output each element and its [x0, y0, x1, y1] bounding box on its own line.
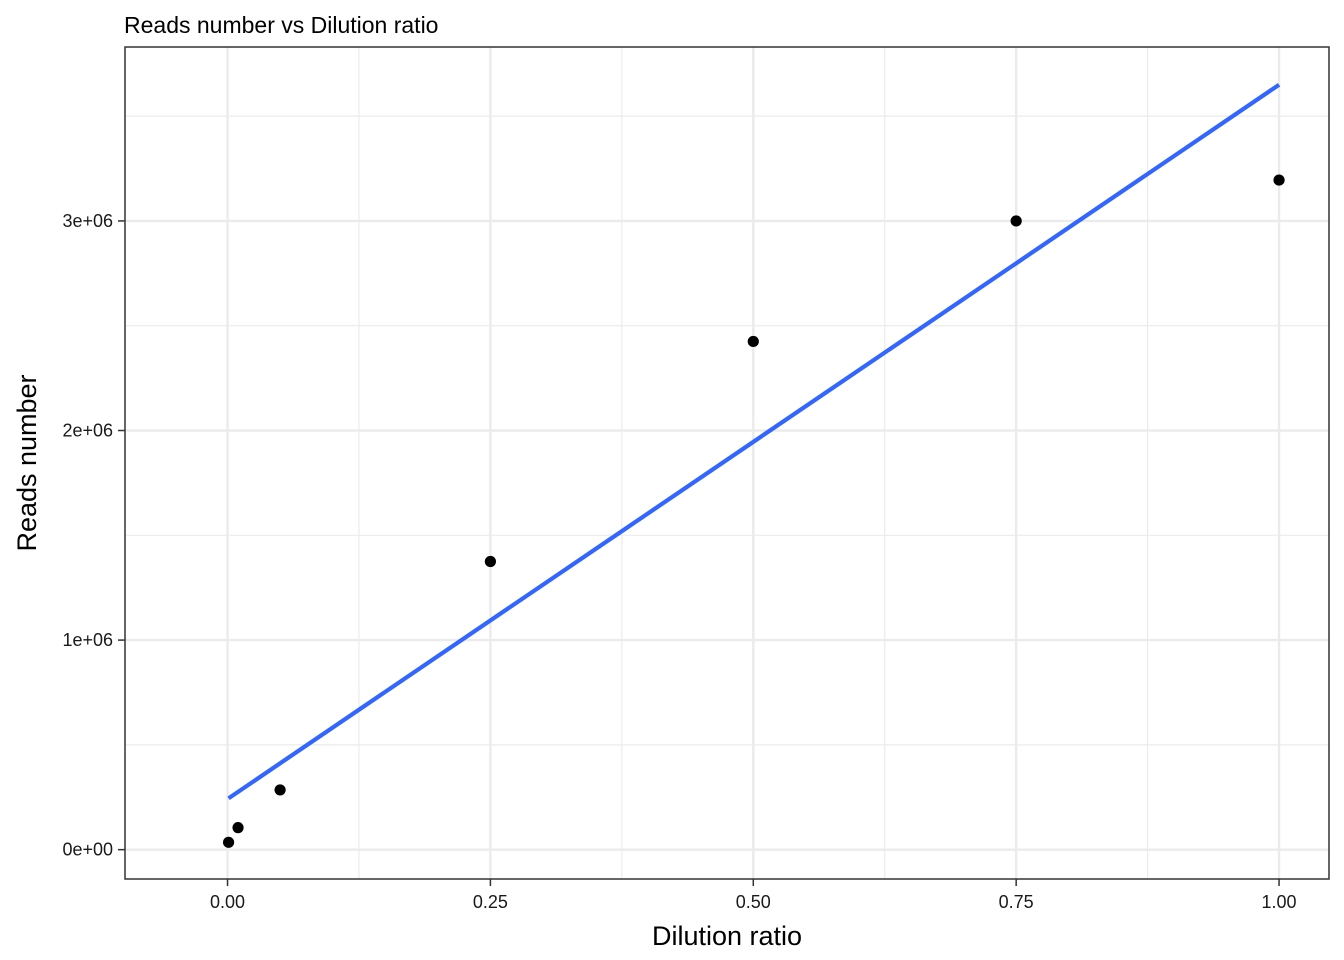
y-axis: 0e+00 1e+06 2e+06 3e+06: [62, 211, 125, 860]
data-point: [1273, 174, 1285, 186]
x-tick-label: 1.00: [1262, 892, 1297, 912]
y-tick-label: 3e+06: [62, 211, 113, 231]
data-point: [747, 335, 759, 348]
data-point: [1010, 215, 1022, 227]
major-grid: [125, 47, 1329, 879]
y-tick-label: 0e+00: [62, 840, 113, 860]
data-point: [222, 836, 235, 848]
panel-border: [124, 46, 1330, 880]
minor-grid: [125, 47, 1329, 879]
data-point: [274, 784, 286, 796]
y-tick-label: 1e+06: [62, 630, 113, 650]
data-point: [232, 822, 244, 834]
y-axis-title: Reads number: [12, 374, 42, 551]
x-tick-label: 0.25: [473, 892, 508, 912]
points-layer: [222, 174, 1285, 848]
fit-line-layer: [227, 82, 1281, 801]
x-tick-label: 0.00: [210, 892, 245, 912]
x-axis-title: Dilution ratio: [652, 921, 802, 951]
x-tick-label: 0.50: [736, 892, 771, 912]
y-tick-label: 2e+06: [62, 421, 113, 441]
fit-line: [227, 82, 1281, 801]
x-tick-label: 0.75: [999, 892, 1034, 912]
data-point: [484, 555, 497, 568]
chart-title: Reads number vs Dilution ratio: [124, 12, 438, 38]
x-axis: 0.00 0.25 0.50 0.75 1.00: [210, 879, 1297, 912]
